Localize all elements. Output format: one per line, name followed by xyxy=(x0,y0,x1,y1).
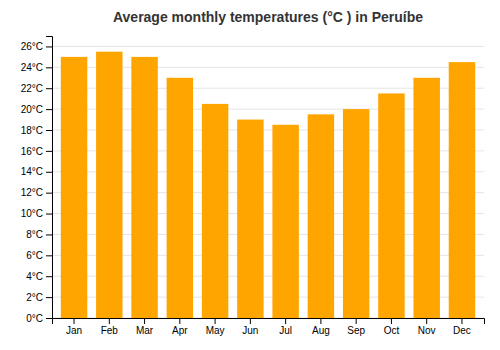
y-tick-mark xyxy=(46,172,52,173)
bar xyxy=(449,62,475,318)
y-tick-label: 10°C xyxy=(21,208,43,219)
x-tick-mark xyxy=(461,318,462,324)
y-axis: 0°C 2°C 4°C 6°C 8°C 10°C 12°C 14°C 16°C 18°C 20°C 2… xyxy=(21,37,53,324)
x-tick: Dec xyxy=(453,318,471,336)
y-tick: 26°C xyxy=(21,41,52,52)
y-tick-mark xyxy=(46,234,52,235)
x-tick: Feb xyxy=(101,318,119,336)
title: Average monthly temperatures (°C ) in Pe… xyxy=(113,9,423,25)
x-tick-label: Feb xyxy=(101,325,119,336)
y-tick-label: 22°C xyxy=(21,83,43,94)
x-tick-mark xyxy=(356,318,357,324)
x-axis: Jan Feb Mar Apr May Jun Jul Aug Sep Oct Nov Dec xyxy=(53,318,485,336)
y-tick: 12°C xyxy=(21,187,52,198)
y-tick-label: 2°C xyxy=(26,292,43,303)
y-tick: 20°C xyxy=(21,104,52,115)
x-tick-label: Nov xyxy=(418,325,436,336)
x-tick: Oct xyxy=(384,318,400,336)
y-tick-mark xyxy=(46,297,52,298)
x-tick: Jul xyxy=(279,318,292,336)
x-tick: Mar xyxy=(136,318,154,336)
x-tick-label: Mar xyxy=(136,325,154,336)
y-tick: 22°C xyxy=(21,83,52,94)
y-tick-mark xyxy=(46,318,52,319)
grid-line xyxy=(52,46,484,47)
bar xyxy=(131,57,157,318)
x-tick-mark xyxy=(144,318,145,324)
y-tick: 6°C xyxy=(26,250,52,261)
y-tick-mark xyxy=(46,67,52,68)
bar xyxy=(308,114,334,318)
y-tick-label: 16°C xyxy=(21,146,43,157)
y-axis-line xyxy=(46,37,53,319)
x-tick-label: Aug xyxy=(312,325,330,336)
y-tick: 18°C xyxy=(21,125,52,136)
bar xyxy=(378,93,404,318)
x-tick-label: Dec xyxy=(453,325,471,336)
x-tick: May xyxy=(206,318,225,336)
bar xyxy=(272,125,298,318)
y-tick: 8°C xyxy=(26,229,52,240)
y-tick-mark xyxy=(46,214,52,215)
y-tick-mark xyxy=(46,151,52,152)
grid xyxy=(52,46,484,318)
x-tick: Aug xyxy=(312,318,330,336)
y-tick: 14°C xyxy=(21,166,52,177)
y-tick-label: 0°C xyxy=(26,313,43,324)
x-tick-mark xyxy=(426,318,427,324)
x-tick-label: Oct xyxy=(384,325,400,336)
bar xyxy=(61,57,87,318)
y-tick-label: 8°C xyxy=(26,229,43,240)
x-axis-line xyxy=(53,319,485,325)
bar xyxy=(237,120,263,318)
y-tick: 10°C xyxy=(21,208,52,219)
bar xyxy=(167,78,193,318)
x-tick: Nov xyxy=(418,318,436,336)
x-tick-label: Apr xyxy=(172,325,188,336)
x-tick-mark xyxy=(320,318,321,324)
chart: 0°C 2°C 4°C 6°C 8°C 10°C 12°C 14°C 16°C 18°C 20°C 2… xyxy=(0,0,500,350)
x-tick-mark xyxy=(109,318,110,324)
y-tick-mark xyxy=(46,276,52,277)
y-tick-label: 4°C xyxy=(26,271,43,282)
y-tick: 0°C xyxy=(26,313,52,324)
bar xyxy=(202,104,228,318)
x-tick-label: May xyxy=(206,325,225,336)
x-tick-label: Sep xyxy=(347,325,365,336)
x-tick: Jun xyxy=(242,318,258,336)
x-tick-label: Jun xyxy=(242,325,258,336)
x-tick-mark xyxy=(74,318,75,324)
y-tick-label: 26°C xyxy=(21,41,43,52)
y-tick-mark xyxy=(46,193,52,194)
y-tick-label: 20°C xyxy=(21,104,43,115)
bar xyxy=(413,78,439,318)
y-tick-label: 12°C xyxy=(21,187,43,198)
x-tick-mark xyxy=(215,318,216,324)
x-tick: Jan xyxy=(66,318,82,336)
x-tick-mark xyxy=(285,318,286,324)
x-tick: Sep xyxy=(347,318,365,336)
y-tick: 24°C xyxy=(21,62,52,73)
y-tick-mark xyxy=(46,109,52,110)
x-tick-mark xyxy=(179,318,180,324)
x-tick-label: Jan xyxy=(66,325,82,336)
x-tick-label: Jul xyxy=(279,325,292,336)
y-tick-mark xyxy=(46,255,52,256)
y-tick-label: 6°C xyxy=(26,250,43,261)
y-tick-label: 24°C xyxy=(21,62,43,73)
y-tick-mark xyxy=(46,88,52,89)
x-tick-mark xyxy=(250,318,251,324)
x-tick: Apr xyxy=(172,318,188,336)
y-tick-mark xyxy=(46,130,52,131)
y-tick: 16°C xyxy=(21,146,52,157)
y-tick: 2°C xyxy=(26,292,52,303)
y-tick-label: 18°C xyxy=(21,125,43,136)
bar xyxy=(96,52,122,318)
x-tick-mark xyxy=(391,318,392,324)
bar xyxy=(343,109,369,318)
y-tick: 4°C xyxy=(26,271,52,282)
y-tick-mark xyxy=(46,46,52,47)
y-tick-label: 14°C xyxy=(21,166,43,177)
bars xyxy=(61,52,475,318)
